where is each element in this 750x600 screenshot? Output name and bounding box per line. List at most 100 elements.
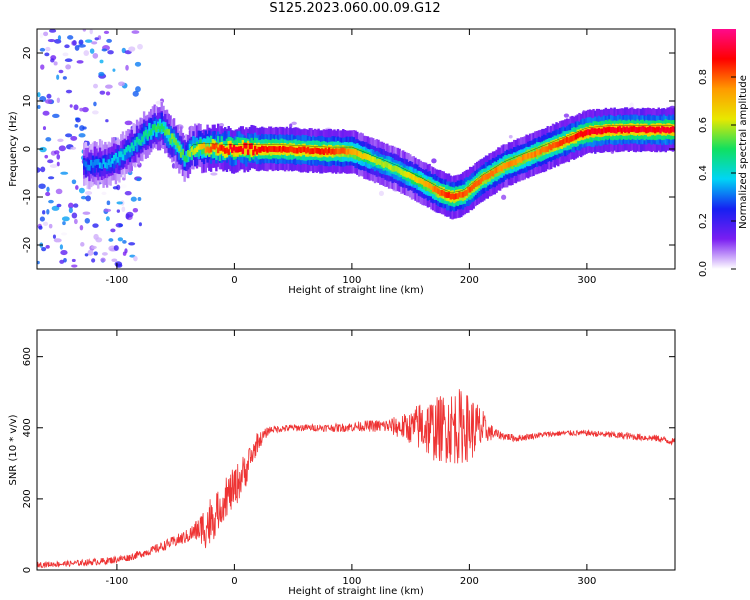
heatmap-cell — [172, 136, 176, 143]
y-tick-label: 10 — [22, 95, 33, 108]
heatmap-cell — [85, 195, 91, 202]
heatmap-cell — [493, 168, 497, 174]
heatmap-cell — [45, 244, 50, 249]
heatmap-cell — [48, 223, 53, 229]
heatmap-cell — [350, 149, 354, 155]
heatmap-cell — [322, 149, 326, 155]
heatmap-cell — [518, 156, 521, 163]
heatmap-cell — [338, 148, 341, 155]
heatmap-cell — [59, 259, 65, 264]
heatmap-cell — [160, 123, 163, 130]
heatmap-cell — [352, 149, 356, 155]
heatmap-cell — [62, 221, 66, 226]
heatmap-cell — [597, 127, 601, 134]
heatmap-cell — [37, 260, 40, 265]
heatmap-cell — [90, 162, 93, 174]
heatmap-cell — [118, 81, 125, 87]
heatmap-cell — [409, 172, 412, 179]
heatmap-cell — [123, 149, 126, 155]
heatmap-cell — [120, 184, 127, 189]
heatmap-cell — [370, 156, 373, 163]
heatmap-cell — [449, 193, 452, 200]
heatmap-cell — [139, 133, 142, 145]
heatmap-cell — [82, 126, 87, 130]
heatmap-cell — [357, 151, 361, 157]
heatmap-cell — [557, 141, 560, 148]
heatmap-cell — [93, 233, 99, 240]
heatmap-cell — [393, 165, 396, 172]
heatmap-cell — [629, 102, 634, 109]
heatmap-cell — [671, 126, 675, 132]
heatmap-cell — [454, 193, 458, 200]
heatmap-cell — [68, 207, 73, 214]
heatmap-cell — [650, 126, 653, 133]
heatmap-cell — [366, 154, 370, 160]
heatmap-cell — [78, 133, 86, 138]
x-tick-label: 300 — [577, 275, 596, 286]
heatmap-cell — [375, 159, 378, 165]
heatmap-cell — [613, 127, 616, 134]
heatmap-cell — [645, 127, 648, 134]
heatmap-cell — [252, 149, 255, 156]
heatmap-cell — [120, 151, 123, 158]
heatmap-cell — [437, 188, 440, 195]
heatmap-cell — [391, 165, 394, 172]
heatmap-cell — [382, 162, 386, 168]
heatmap-cell — [241, 139, 245, 152]
heatmap-cell — [91, 41, 98, 45]
heatmap-cell — [380, 160, 384, 167]
heatmap-cell — [664, 127, 668, 134]
heatmap-cell — [108, 238, 114, 242]
colorbar-label: Normalized spectral amplitude — [738, 75, 749, 229]
heatmap-cell — [42, 126, 47, 131]
heatmap-cell — [128, 146, 132, 153]
heatmap-cell — [107, 159, 111, 166]
heatmap-cell — [398, 167, 401, 174]
heatmap-cell — [210, 172, 218, 176]
heatmap-cell — [431, 158, 437, 164]
heatmap-cell — [135, 86, 141, 93]
heatmap-cell — [634, 126, 638, 133]
heatmap-cell — [289, 146, 292, 152]
heatmap-cell — [70, 135, 78, 141]
heatmap-cell — [268, 145, 271, 152]
heatmap-cell — [101, 252, 108, 256]
heatmap-cell — [110, 228, 116, 233]
heatmap-cell — [92, 52, 99, 59]
heatmap-cell — [412, 174, 415, 181]
heatmap-cell — [509, 160, 512, 167]
heatmap-cell — [56, 153, 61, 160]
heatmap-cell — [516, 157, 519, 164]
heatmap-cell — [112, 157, 116, 169]
heatmap-cell — [135, 140, 139, 152]
heatmap-cell — [40, 166, 46, 173]
heatmap-cell — [71, 264, 78, 268]
heatmap-cell — [70, 146, 77, 150]
heatmap-cell — [74, 123, 79, 128]
colorbar-tick-label: 0.6 — [698, 117, 709, 133]
heatmap-cell — [535, 149, 539, 155]
heatmap-cell — [528, 152, 532, 159]
heatmap-cell — [144, 129, 148, 136]
heatmap-cell — [209, 146, 213, 153]
heatmap-cell — [194, 148, 197, 154]
heatmap-cell — [470, 185, 474, 191]
heatmap-cell — [201, 143, 204, 150]
heatmap-cell — [291, 121, 297, 125]
heatmap-cell — [548, 143, 551, 150]
heatmap-cell — [98, 162, 102, 169]
heatmap-cell — [199, 143, 202, 150]
heatmap-cell — [315, 147, 319, 154]
heatmap-cell — [43, 31, 49, 37]
colorbar-tick-label: 0.8 — [698, 69, 709, 85]
heatmap-cell — [615, 127, 618, 134]
heatmap-cell — [76, 60, 84, 64]
heatmap-cell — [132, 90, 139, 97]
heatmap-cell — [185, 156, 188, 163]
heatmap-cell — [91, 155, 95, 168]
heatmap-cell — [155, 126, 158, 133]
heatmap-cell — [372, 156, 375, 163]
heatmap-cell — [46, 186, 50, 193]
heatmap-cell — [100, 257, 106, 263]
heatmap-cell — [442, 190, 445, 197]
